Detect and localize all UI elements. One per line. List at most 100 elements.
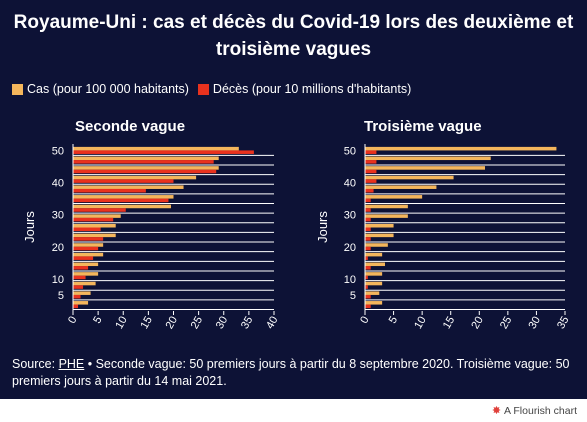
wave3-deaths-bar (365, 198, 371, 203)
wave2-cases-bar (73, 281, 96, 286)
wave3-deaths-bar (365, 266, 371, 270)
wave3-deaths-bar (365, 256, 368, 260)
wave3-cases-bar (365, 252, 383, 257)
wave2-deaths-bar (73, 266, 89, 270)
wave2-ytick-label: 30 (52, 210, 64, 222)
wave2-deaths-bar (73, 188, 146, 193)
wave2-deaths-bar (73, 217, 114, 222)
wave2-xtick-label: 15 (138, 315, 155, 332)
wave2-cases-bar (73, 262, 99, 267)
wave3-cases-bar (365, 195, 423, 199)
wave3-deaths-bar (365, 275, 368, 280)
wave2-deaths-bar (73, 294, 81, 299)
wave2-cases-bar (73, 272, 99, 276)
credit-label: A Flourish chart (504, 404, 577, 417)
wave3-xtick-label: 10 (412, 315, 429, 332)
wave3-deaths-bar (365, 237, 371, 241)
wave3-ylabel: Jours (315, 211, 330, 243)
wave2-ylabel: Jours (22, 211, 37, 243)
source-text: • Seconde vague: 50 premiers jours à par… (12, 357, 570, 388)
wave3-ytick-label: 5 (350, 290, 356, 302)
wave3-xtick-label: 20 (469, 315, 486, 332)
legend: Cas (pour 100 000 habitants) Décès (pour… (12, 80, 420, 98)
legend-swatch-deaths (197, 83, 209, 95)
flourish-logo-icon: ✸ (491, 405, 502, 417)
wave3-xtick-label: 25 (498, 315, 515, 332)
wave2-cases-bar (73, 252, 104, 257)
wave3-deaths-bar (365, 169, 377, 174)
wave2-xtick-label: 10 (113, 315, 130, 332)
wave2-cases-bar (73, 156, 219, 161)
wave2-cases-bar (73, 185, 184, 189)
wave3-ytick-label: 10 (344, 274, 356, 286)
wave2-deaths-bar (73, 246, 99, 251)
wave2-ytick-label: 40 (52, 178, 64, 190)
wave2-cases-bar (73, 146, 239, 151)
wave2-ytick-label: 50 (52, 145, 64, 157)
wave2-cases-bar (73, 175, 197, 180)
wave3-ytick-label: 40 (344, 178, 356, 190)
wave2-cases-bar (73, 166, 219, 170)
wave3-xtick-label: 35 (555, 315, 572, 332)
wave2-cases-bar (73, 291, 91, 295)
wave2-deaths-bar (73, 285, 84, 289)
wave3-ytick-label: 30 (344, 210, 356, 222)
wave3-cases-bar (365, 291, 380, 295)
wave2-deaths-bar (73, 237, 104, 241)
wave2-xtick-label: 0 (66, 315, 79, 326)
wave2-ytick-label: 5 (58, 290, 64, 302)
wave2-deaths-bar (73, 208, 126, 212)
wave3-deaths-bar (365, 208, 371, 212)
wave2-xtick-label: 20 (164, 315, 181, 332)
wave2-ytick-label: 10 (52, 274, 64, 286)
source-link[interactable]: PHE (58, 357, 85, 371)
wave3-cases-bar (365, 223, 394, 228)
chart-title: Royaume-Uni : cas et décès du Covid-19 l… (13, 12, 574, 60)
legend-swatch-cases (12, 83, 23, 95)
legend-item-cases[interactable]: Cas (pour 100 000 habitants) (12, 82, 189, 96)
wave3-cases-bar (365, 272, 383, 276)
wave2-deaths-bar (73, 169, 217, 174)
wave3-deaths-bar (365, 217, 371, 222)
wave2-xtick-label: 30 (214, 315, 231, 332)
wave2-cases-bar (73, 301, 89, 305)
wave2-deaths-bar (73, 179, 174, 183)
wave3-cases-bar (365, 233, 394, 238)
wave3-deaths-bar (365, 188, 374, 193)
wave3-xtick-label: 5 (387, 315, 400, 326)
wave2-cases-bar (73, 243, 104, 247)
wave2-deaths-bar (73, 256, 94, 260)
wave3-deaths-bar (365, 179, 377, 183)
wave3-xtick-label: 0 (358, 315, 371, 326)
wave3-cases-bar (365, 166, 485, 170)
wave3-cases-bar (365, 146, 557, 151)
wave3-deaths-bar (365, 227, 371, 232)
wave3-deaths-bar (365, 304, 371, 309)
source-prefix: Source: (12, 357, 59, 371)
wave3-deaths-bar (365, 294, 371, 299)
wave3-xtick-label: 15 (441, 315, 458, 332)
wave3-cases-bar (365, 281, 383, 286)
wave2-deaths-bar (73, 198, 169, 203)
wave3-deaths-bar (365, 285, 368, 289)
wave2-xtick-label: 5 (91, 315, 104, 326)
wave2-deaths-bar (73, 227, 101, 232)
wave2-ytick-label: 20 (52, 242, 64, 254)
wave3-title: Troisième vague (364, 118, 482, 135)
legend-label-deaths: Décès (pour 10 millions d'habitants) (212, 82, 412, 96)
wave2-deaths-bar (73, 160, 214, 164)
wave2-cases-bar (73, 214, 121, 218)
wave2-xtick-label: 25 (189, 315, 206, 332)
wave2-title: Seconde vague (75, 118, 185, 135)
wave3-deaths-bar (365, 150, 377, 154)
flourish-credit[interactable]: ✸ A Flourish chart (491, 404, 577, 418)
source-note: Source: PHE • Seconde vague: 50 premiers… (12, 356, 578, 390)
wave3-deaths-bar (365, 246, 371, 251)
wave3-cases-bar (365, 214, 408, 218)
wave2-cases-bar (73, 223, 116, 228)
wave3-cases-bar (365, 175, 454, 180)
wave3-deaths-bar (365, 160, 377, 164)
wave3-ytick-label: 20 (344, 242, 356, 254)
legend-item-deaths[interactable]: Décès (pour 10 millions d'habitants) (197, 82, 412, 96)
